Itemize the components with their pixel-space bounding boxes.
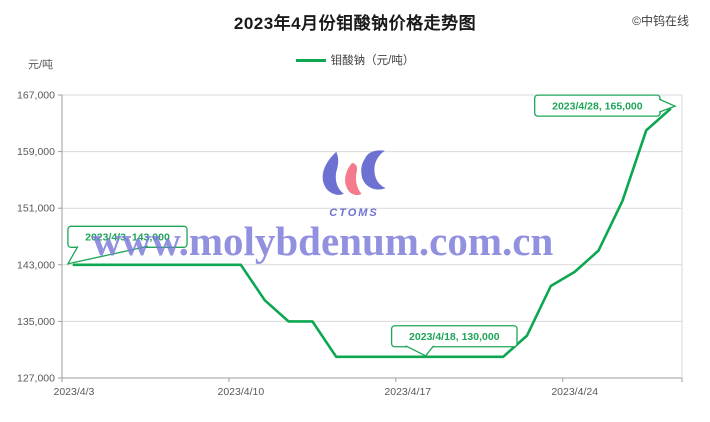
annotation-pointer: [658, 98, 677, 113]
y-axis-unit-label: 元/吨: [28, 59, 54, 71]
y-axis-tick-label: 167,000: [17, 90, 55, 102]
copyright-label: ©中钨在线: [632, 14, 689, 28]
legend-line-swatch: [295, 58, 326, 62]
chart-title: 2023年4月份钼酸钠价格走势图: [233, 14, 477, 33]
y-axis-tick-label: 127,000: [17, 373, 55, 385]
legend-label: 钼酸钠（元/吨）: [330, 55, 415, 67]
y-axis-tick-label: 143,000: [17, 259, 55, 271]
y-axis-tick-label: 151,000: [17, 203, 55, 215]
x-axis-tick-label: 2023/4/17: [384, 386, 431, 398]
annotation-text: 2023/4/3, 143,000: [85, 232, 170, 244]
annotation-pointer: [405, 345, 435, 357]
annotation-box: [390, 325, 518, 348]
annotation-text: 2023/4/28, 165,000: [552, 100, 643, 112]
x-axis-tick-label: 2023/4/3: [53, 386, 94, 398]
y-axis-tick-label: 159,000: [17, 146, 55, 158]
price-line: [72, 107, 672, 359]
annotation-pointer: [66, 245, 149, 265]
legend: 钼酸钠（元/吨）: [0, 52, 710, 68]
x-axis-tick-label: 2023/4/24: [551, 386, 598, 398]
annotation-text: 2023/4/18, 130,000: [409, 331, 500, 343]
x-axis-tick-label: 2023/4/10: [217, 386, 264, 398]
y-axis-tick-label: 135,000: [17, 316, 55, 328]
